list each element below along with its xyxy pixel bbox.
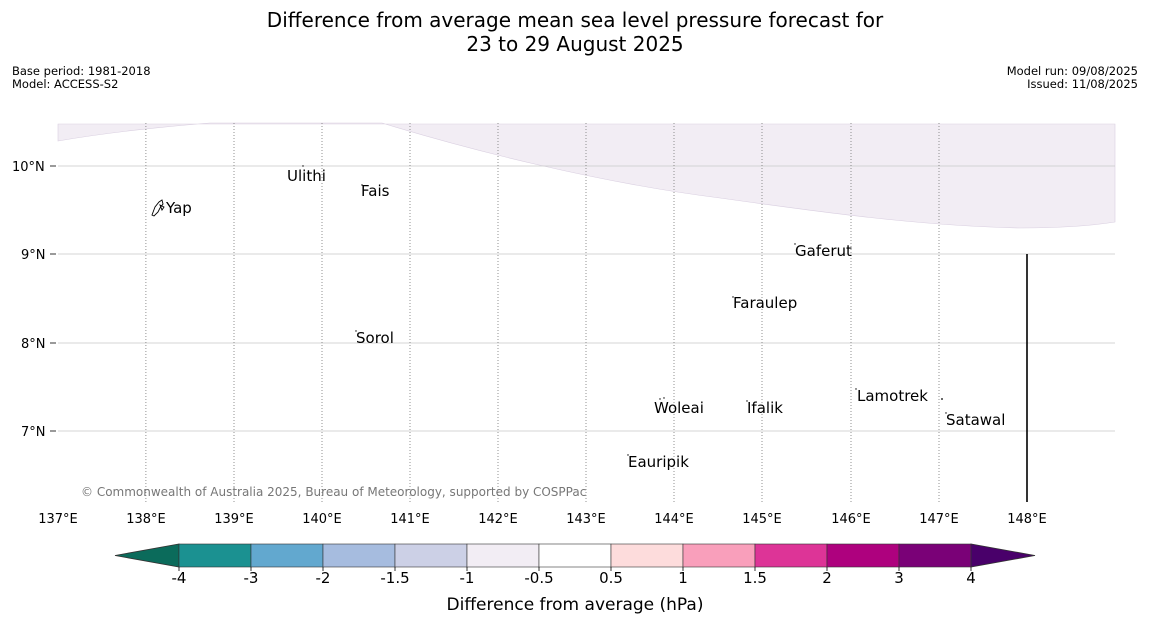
place-label-lamotrek: Lamotrek <box>857 387 928 405</box>
issued-text: Issued: 11/08/2025 <box>1027 77 1138 91</box>
lon-label-147e: 147°E <box>919 512 959 527</box>
lon-axis: 137°E 138°E 139°E 140°E 141°E 142°E 143°… <box>38 512 1047 527</box>
place-label-ifalik: Ifalik <box>747 399 783 417</box>
lon-label-145e: 145°E <box>742 512 782 527</box>
colorbar-segment <box>250 543 324 568</box>
colorbar-segment <box>538 543 612 568</box>
colorbar-tick-label: -2 <box>316 569 331 587</box>
place-label-yap: Yap <box>165 199 192 217</box>
colorbar-tick-label: 0.5 <box>599 569 623 587</box>
colorbar-ticks: -4 -3 -2 -1.5 -1 -0.5 0.5 1 1.5 2 3 4 <box>172 567 976 587</box>
base-period-text: Base period: 1981-2018 <box>12 64 151 78</box>
colorbar-tick-label: 3 <box>894 569 904 587</box>
place-label-eauripik: Eauripik <box>628 453 689 471</box>
lat-axis: 10°N 9°N 8°N 7°N <box>12 160 56 440</box>
meta-left: Base period: 1981-2018 Model: ACCESS-S2 <box>12 65 151 91</box>
colorbar-tick-label: 4 <box>966 569 976 587</box>
colorbar-segments <box>114 543 1036 568</box>
meta-right: Model run: 09/08/2025 Issued: 11/08/2025 <box>1007 65 1138 91</box>
colorbar-tick-label: 2 <box>822 569 832 587</box>
island-markers <box>302 165 947 456</box>
copyright-text: © Commonwealth of Australia 2025, Bureau… <box>81 485 586 499</box>
colorbar-tick-label: -1 <box>460 569 475 587</box>
title-line-2: 23 to 29 August 2025 <box>466 32 684 56</box>
title-line-1: Difference from average mean sea level p… <box>266 8 884 32</box>
lon-gridlines <box>145 123 940 502</box>
place-label-ulithi: Ulithi <box>287 167 326 185</box>
colorbar-segment <box>754 543 828 568</box>
place-labels: Yap Ulithi Fais Gaferut Faraulep Sorol W… <box>165 167 1005 471</box>
lon-label-140e: 140°E <box>302 512 342 527</box>
place-label-satawal: Satawal <box>946 411 1005 429</box>
colorbar-segment <box>898 543 972 568</box>
colorbar-tick-label: 1 <box>678 569 688 587</box>
colorbar-extend-low <box>114 543 180 568</box>
place-label-woleai: Woleai <box>654 399 704 417</box>
colorbar-extend-high <box>970 543 1036 568</box>
colorbar-tick-label: -3 <box>244 569 259 587</box>
colorbar-segment <box>682 543 756 568</box>
yap-island-shape <box>151 199 165 217</box>
shaded-anomaly-region <box>57 122 1116 229</box>
colorbar-tick-label: -0.5 <box>524 569 553 587</box>
lon-label-148e: 148°E <box>1007 512 1047 527</box>
colorbar-segment <box>394 543 468 568</box>
colorbar-tick-label: -4 <box>172 569 187 587</box>
colorbar-label: Difference from average (hPa) <box>447 595 704 615</box>
colorbar-segment <box>178 543 252 568</box>
lon-label-138e: 138°E <box>126 512 166 527</box>
lon-label-143e: 143°E <box>566 512 606 527</box>
model-run-text: Model run: 09/08/2025 <box>1006 64 1138 78</box>
place-label-fais: Fais <box>361 182 390 200</box>
lat-label-10n: 10°N <box>12 160 45 175</box>
lat-label-9n: 9°N <box>21 248 46 263</box>
map-title: Difference from average mean sea level p… <box>0 8 1150 56</box>
lat-label-7n: 7°N <box>21 425 46 440</box>
lon-label-146e: 146°E <box>831 512 871 527</box>
lon-label-141e: 141°E <box>390 512 430 527</box>
colorbar-tick-label: 1.5 <box>743 569 767 587</box>
colorbar-segment <box>466 543 540 568</box>
lat-label-8n: 8°N <box>21 337 46 352</box>
lon-label-137e: 137°E <box>38 512 78 527</box>
place-label-gaferut: Gaferut <box>795 242 852 260</box>
place-label-faraulep: Faraulep <box>733 294 797 312</box>
lon-label-144e: 144°E <box>654 512 694 527</box>
model-text: Model: ACCESS-S2 <box>12 77 119 91</box>
colorbar-segment <box>610 543 684 568</box>
colorbar-tick-label: -1.5 <box>380 569 409 587</box>
colorbar-segment <box>826 543 900 568</box>
place-label-sorol: Sorol <box>356 329 394 347</box>
colorbar: -4 -3 -2 -1.5 -1 -0.5 0.5 1 1.5 2 3 4 Difference fr… <box>114 543 1036 615</box>
colorbar-segment <box>322 543 396 568</box>
lon-label-139e: 139°E <box>214 512 254 527</box>
lon-label-142e: 142°E <box>478 512 518 527</box>
map-area: Yap Ulithi Fais Gaferut Faraulep Sorol W… <box>57 122 1116 502</box>
